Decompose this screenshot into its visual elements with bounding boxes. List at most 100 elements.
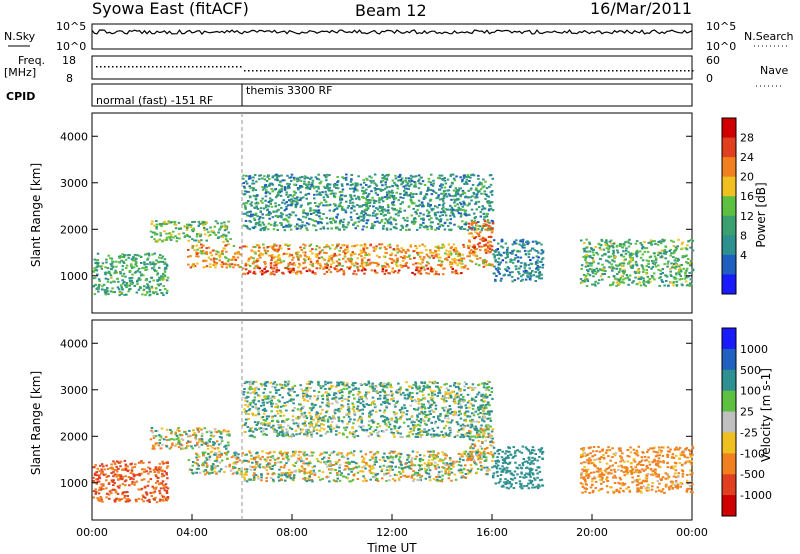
range-cell [526,276,530,278]
range-cell [174,223,178,226]
range-cell [200,443,204,446]
range-cell [272,270,275,273]
range-cell [406,248,410,251]
range-cell [245,225,249,228]
range-cell [336,461,340,464]
range-cell [296,180,299,183]
range-cell [130,462,133,465]
freq-dot [256,70,258,72]
range-cell [590,262,594,265]
range-cell [267,201,271,203]
range-cell [353,188,356,191]
range-cell [209,438,212,441]
range-cell [249,270,252,273]
range-cell [490,248,494,251]
range-cell [93,473,97,476]
range-cell [531,256,535,259]
range-cell [95,471,98,474]
range-cell [394,270,397,273]
range-cell [621,243,624,246]
range-cell [459,201,462,204]
range-cell [442,246,446,249]
range-cell [516,250,519,253]
range-cell [278,184,281,187]
range-cell [598,243,601,246]
freq-dot [324,70,326,72]
range-cell [293,452,297,455]
range-cell [462,202,466,204]
range-cell [467,247,470,249]
range-cell [314,209,317,212]
range-cell [226,457,229,460]
range-cell [123,480,127,483]
range-cell [672,256,675,259]
range-cell [580,267,583,270]
range-cell [350,174,353,176]
range-cell [319,461,322,464]
range-cell [368,205,372,207]
range-cell [264,195,268,198]
range-cell [432,455,435,458]
range-cell [299,246,302,249]
range-cell [491,459,494,462]
range-cell [443,267,446,270]
range-cell [363,457,366,460]
range-cell [323,174,326,177]
range-cell [373,202,376,205]
range-cell [581,280,584,282]
range-cell [305,227,308,230]
range-cell [137,488,140,491]
range-cell [190,469,193,471]
range-cell [598,268,602,271]
range-cell [339,205,342,208]
range-cell [92,496,96,499]
range-cell [477,177,480,180]
range-cell [497,242,500,245]
range-cell [384,266,387,269]
range-cell [283,179,286,182]
range-cell [282,457,285,460]
range-cell [248,220,251,222]
range-cell [166,477,169,480]
range-cell [288,471,291,474]
range-cell [102,465,105,468]
range-cell [363,268,367,271]
range-cell [658,284,661,287]
range-cell [278,215,281,218]
range-cell [290,455,293,458]
range-cell [128,277,131,280]
range-cell [657,254,660,257]
range-cell [607,248,610,251]
range-cell [454,271,457,274]
range-cell [426,209,429,212]
range-cell [183,447,186,450]
range-cell [264,225,267,228]
range-cell [133,483,136,486]
range-cell [685,284,689,287]
range-cell [223,225,226,228]
range-cell [483,259,486,261]
range-cell [476,224,479,227]
range-cell [197,255,200,258]
range-cell [475,471,479,474]
range-cell [643,241,646,243]
range-cell [654,258,658,261]
range-cell [489,207,493,210]
range-cell [382,214,386,217]
range-cell [398,471,401,473]
range-cell [451,258,454,261]
range-cell [587,250,591,253]
range-cell [101,500,104,503]
range-cell [158,492,162,495]
range-cell [153,224,156,227]
range-cell [226,260,230,263]
range-cell [158,500,162,503]
range-cell [147,472,150,475]
range-cell [468,255,471,258]
range-cell [449,184,453,187]
freq-dot [592,70,594,72]
range-cell [635,240,639,243]
range-cell [271,267,274,270]
range-cell [174,433,177,436]
range-cell [594,280,597,283]
